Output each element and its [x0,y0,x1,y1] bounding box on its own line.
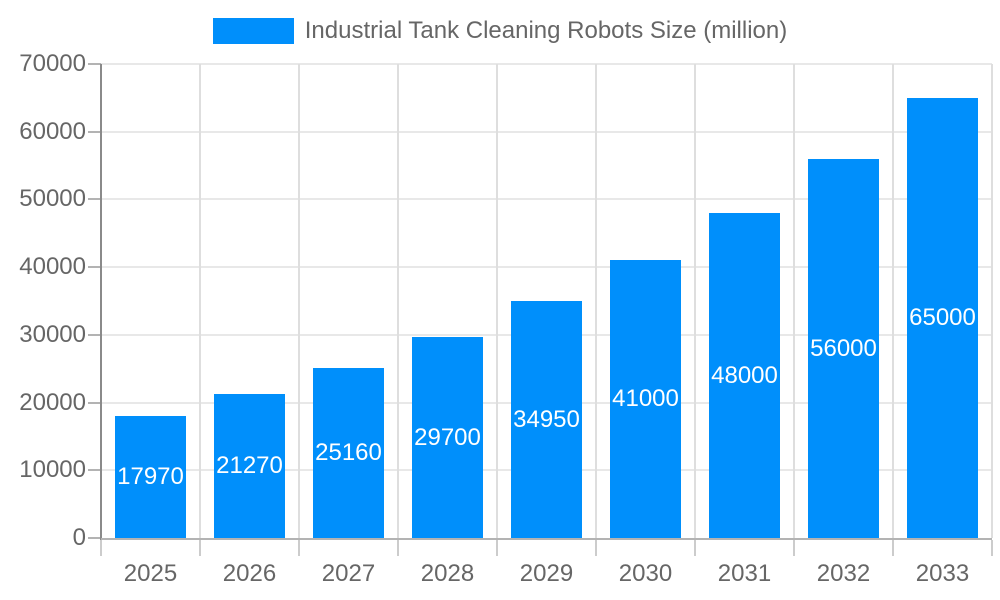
bar-value-label: 25160 [315,439,382,466]
v-gridline [397,64,399,538]
y-axis-tick-label: 0 [72,524,86,551]
y-axis-tick [88,401,101,404]
bar-2025[interactable]: 17970 [115,416,186,538]
bar-value-label: 34950 [513,405,580,433]
bar-value-label: 48000 [711,361,778,389]
x-axis-tick-label: 2028 [420,560,475,587]
x-axis-tick-label: 2031 [717,560,772,587]
x-axis-tick [991,540,993,556]
x-axis-tick [892,540,894,556]
x-axis-tick [595,540,597,556]
v-gridline [892,64,894,538]
v-gridline [298,64,300,538]
v-gridline [793,64,795,538]
y-axis-tick-label: 20000 [19,388,86,416]
bar-2032[interactable]: 56000 [808,159,879,538]
y-axis-tick [88,469,101,472]
v-gridline [496,64,498,538]
bar-2030[interactable]: 41000 [610,260,681,538]
bar-value-label: 65000 [909,304,976,331]
h-gridline [101,130,992,133]
bar-value-label: 29700 [414,423,481,451]
bar-2026[interactable]: 21270 [214,394,285,538]
h-gridline [101,63,992,65]
bar-value-label: 21270 [216,452,283,479]
y-axis-tick [88,63,101,65]
y-axis-tick [88,198,101,201]
legend-label: Industrial Tank Cleaning Robots Size (mi… [304,17,788,44]
y-axis-tick-label: 60000 [19,117,86,145]
y-axis-tick-label: 10000 [19,456,86,484]
y-axis-tick [88,266,101,269]
x-axis-tick-label: 2032 [816,560,871,587]
legend[interactable]: Industrial Tank Cleaning Robots Size (mi… [0,17,1000,45]
v-gridline [199,64,201,538]
bar-value-label: 56000 [810,334,877,362]
v-gridline [595,64,597,538]
bar-2033[interactable]: 65000 [907,98,978,538]
y-axis-tick [88,537,101,539]
legend-swatch [212,18,294,44]
x-axis-tick-label: 2026 [222,560,277,587]
v-gridline [991,64,993,538]
y-axis-tick-label: 50000 [19,185,86,213]
y-axis-tick-label: 30000 [19,320,86,348]
h-gridline [101,266,992,269]
x-axis-tick [397,540,399,556]
x-axis-tick-label: 2027 [321,560,376,587]
x-axis-tick [694,540,696,556]
x-axis-tick [793,540,795,556]
x-axis-tick-label: 2030 [618,560,673,587]
y-axis-tick [88,130,101,133]
x-axis-tick [298,540,300,556]
x-axis-tick [199,540,201,556]
bar-value-label: 41000 [612,385,679,412]
x-axis-tick-label: 2033 [915,560,970,587]
y-axis-tick-label: 40000 [19,253,86,281]
x-axis-tick-label: 2025 [123,560,178,587]
y-axis-tick [88,333,101,336]
v-gridline [694,64,696,538]
h-gridline [101,198,992,201]
bar-value-label: 17970 [117,463,184,490]
x-axis-tick-label: 2029 [519,560,574,587]
x-axis-line [101,538,992,540]
bar-2028[interactable]: 29700 [412,337,483,538]
y-axis-line [100,64,102,540]
bar-2031[interactable]: 48000 [709,213,780,538]
bar-2029[interactable]: 34950 [511,301,582,538]
bar-2027[interactable]: 25160 [313,368,384,538]
x-axis-tick [100,540,102,556]
y-axis-tick-label: 70000 [19,50,86,77]
x-axis-tick [496,540,498,556]
